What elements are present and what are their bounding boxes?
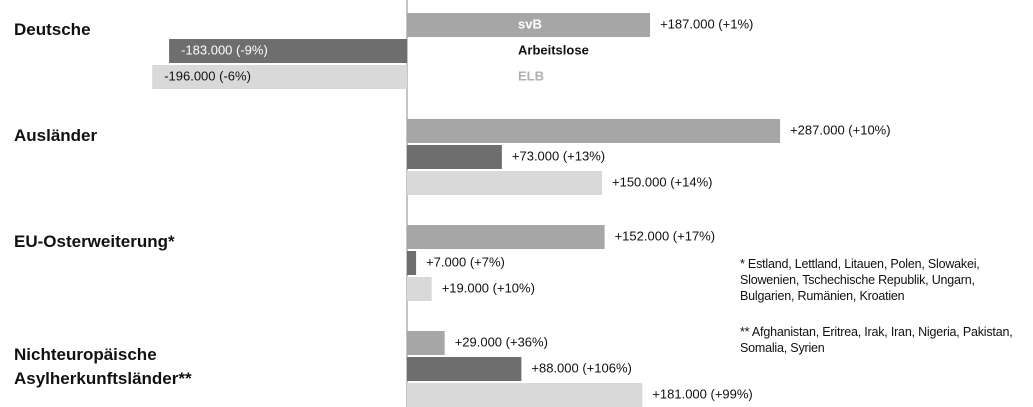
bar: [152, 65, 407, 89]
bar: [407, 331, 445, 355]
bar: [407, 383, 643, 407]
value-label: +29.000 (+36%): [455, 334, 548, 349]
value-label: +287.000 (+10%): [790, 122, 890, 137]
value-label: +73.000 (+13%): [512, 148, 605, 163]
value-label: -196.000 (-6%): [164, 68, 251, 83]
category-label: Deutsche: [14, 20, 91, 39]
category-label: Nichteuropäische Asylherkunftsländer**: [14, 345, 192, 388]
bar: [169, 39, 407, 63]
legend-label: ELB: [518, 68, 544, 83]
bar: [407, 225, 605, 249]
value-label: +152.000 (+17%): [615, 228, 715, 243]
bar: [407, 119, 781, 143]
value-label: +181.000 (+99%): [652, 386, 752, 401]
value-label: +88.000 (+106%): [531, 360, 631, 375]
value-label: +150.000 (+14%): [612, 174, 712, 189]
value-label: +19.000 (+10%): [442, 280, 535, 295]
category-label: EU-Osterweiterung*: [14, 232, 175, 251]
legend-label: svB: [518, 16, 542, 31]
legend-label: Arbeitslose: [518, 42, 589, 57]
bar: [407, 13, 651, 37]
footnote: ** Afghanistan, Eritrea, Irak, Iran, Nig…: [740, 325, 1013, 355]
value-label: -183.000 (-9%): [181, 42, 268, 57]
bar: [407, 277, 432, 301]
category-label: Ausländer: [14, 126, 98, 145]
value-label: +187.000 (+1%): [660, 16, 753, 31]
bar: [407, 171, 602, 195]
bar: [407, 145, 502, 169]
footnote: * Estland, Lettland, Litauen, Polen, Slo…: [740, 257, 980, 303]
value-label: +7.000 (+7%): [426, 254, 505, 269]
bar: [407, 251, 417, 275]
bar: [407, 357, 522, 381]
